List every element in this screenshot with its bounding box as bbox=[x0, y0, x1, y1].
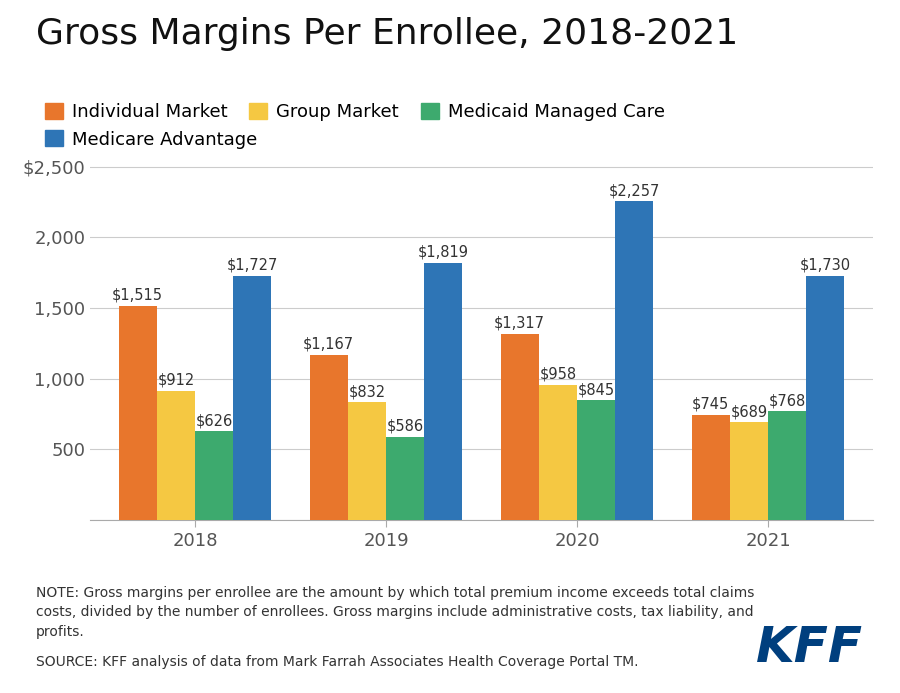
Text: KFF: KFF bbox=[756, 624, 863, 672]
Text: Gross Margins Per Enrollee, 2018-2021: Gross Margins Per Enrollee, 2018-2021 bbox=[36, 17, 738, 51]
Bar bbox=[310, 355, 347, 520]
Text: $1,317: $1,317 bbox=[494, 316, 545, 331]
Text: $912: $912 bbox=[158, 373, 194, 388]
Bar bbox=[806, 276, 844, 520]
Text: $1,730: $1,730 bbox=[800, 257, 850, 272]
Text: $586: $586 bbox=[386, 419, 424, 434]
Bar bbox=[768, 412, 806, 520]
Text: $2,257: $2,257 bbox=[608, 183, 660, 198]
Bar bbox=[119, 306, 157, 520]
Bar bbox=[195, 431, 233, 520]
Bar bbox=[616, 201, 653, 520]
Text: $1,819: $1,819 bbox=[418, 245, 469, 260]
Text: $1,727: $1,727 bbox=[227, 258, 278, 273]
Text: $745: $745 bbox=[692, 396, 729, 412]
Bar bbox=[730, 423, 768, 520]
Bar bbox=[539, 385, 577, 520]
Text: SOURCE: KFF analysis of data from Mark Farrah Associates Health Coverage Portal : SOURCE: KFF analysis of data from Mark F… bbox=[36, 655, 638, 669]
Bar bbox=[500, 334, 539, 520]
Bar bbox=[157, 391, 195, 520]
Text: $689: $689 bbox=[730, 405, 768, 419]
Text: $1,167: $1,167 bbox=[303, 337, 355, 352]
Bar bbox=[691, 414, 730, 520]
Legend: Individual Market, Group Market, Medicaid Managed Care: Individual Market, Group Market, Medicai… bbox=[45, 103, 665, 121]
Text: $958: $958 bbox=[539, 367, 577, 381]
Text: $832: $832 bbox=[348, 384, 385, 399]
Legend: Medicare Advantage: Medicare Advantage bbox=[45, 130, 257, 148]
Text: NOTE: Gross margins per enrollee are the amount by which total premium income ex: NOTE: Gross margins per enrollee are the… bbox=[36, 586, 754, 638]
Text: $768: $768 bbox=[769, 393, 806, 408]
Text: $1,515: $1,515 bbox=[112, 288, 163, 303]
Bar bbox=[386, 437, 424, 520]
Bar bbox=[347, 403, 386, 520]
Bar bbox=[424, 263, 463, 520]
Text: $845: $845 bbox=[578, 383, 615, 397]
Text: $626: $626 bbox=[195, 413, 233, 428]
Bar bbox=[577, 401, 616, 520]
Bar bbox=[233, 276, 272, 520]
